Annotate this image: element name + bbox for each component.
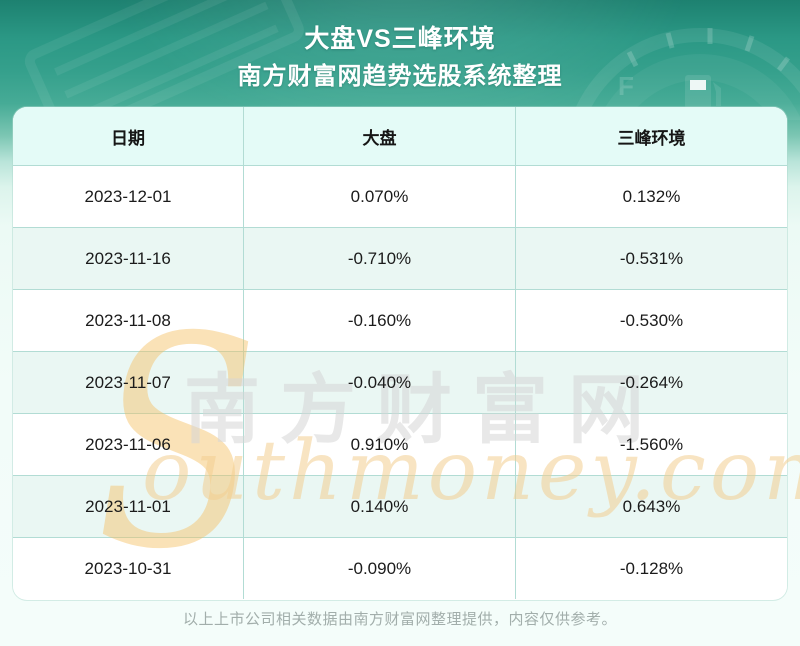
column-header-market: 大盘 <box>243 107 515 165</box>
cell-date: 2023-10-31 <box>84 558 172 578</box>
cell-stock-value: -1.560% <box>515 414 787 475</box>
cell-date: 2023-11-08 <box>85 310 171 330</box>
cell-stock-value: -0.531% <box>515 228 787 289</box>
table-row: 2023-10-31 -0.090% -0.128% <box>13 537 787 599</box>
cell-date: 2023-11-16 <box>85 248 171 268</box>
page-title: 大盘VS三峰环境 <box>304 25 496 53</box>
cell-market-value: 0.140% <box>243 476 515 537</box>
table-row: 2023-11-16 -0.710% -0.531% <box>13 227 787 289</box>
page-header: 大盘VS三峰环境 南方财富网趋势选股系统整理 <box>0 24 800 92</box>
cell-market-value: 0.070% <box>243 166 515 227</box>
cell-market-value: -0.040% <box>243 352 515 413</box>
cell-stock-value: -0.264% <box>515 352 787 413</box>
cell-market-value: -0.710% <box>243 228 515 289</box>
column-header-stock: 三峰环境 <box>515 107 787 165</box>
cell-date: 2023-11-07 <box>85 372 171 392</box>
table-row: 2023-11-06 0.910% -1.560% <box>13 413 787 475</box>
data-table: 日期 大盘 三峰环境 2023-12-01 0.070% 0.132% 2023… <box>13 107 787 600</box>
column-header-date: 日期 <box>111 128 145 148</box>
cell-market-value: -0.160% <box>243 290 515 351</box>
cell-market-value: 0.910% <box>243 414 515 475</box>
cell-date: 2023-12-01 <box>84 186 172 206</box>
table-header-row: 日期 大盘 三峰环境 <box>13 107 787 165</box>
table-row: 2023-12-01 0.070% 0.132% <box>13 165 787 227</box>
cell-stock-value: -0.530% <box>515 290 787 351</box>
page-subtitle: 南方财富网趋势选股系统整理 <box>237 63 563 90</box>
cell-stock-value: 0.132% <box>515 166 787 227</box>
table-row: 2023-11-01 0.140% 0.643% <box>13 475 787 537</box>
cell-date: 2023-11-06 <box>85 434 171 454</box>
footer-disclaimer: 以上上市公司相关数据由南方财富网整理提供，内容仅供参考。 <box>182 611 617 628</box>
cell-market-value: -0.090% <box>243 538 515 599</box>
cell-stock-value: 0.643% <box>515 476 787 537</box>
table-row: 2023-11-08 -0.160% -0.530% <box>13 289 787 351</box>
table-row: 2023-11-07 -0.040% -0.264% <box>13 351 787 413</box>
cell-stock-value: -0.128% <box>515 538 787 599</box>
cell-date: 2023-11-01 <box>85 496 171 516</box>
